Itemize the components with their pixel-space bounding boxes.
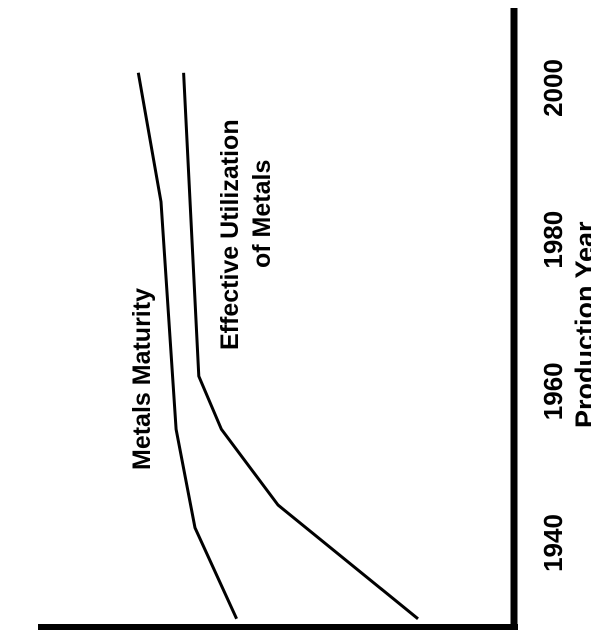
x-axis-title: Production Year bbox=[570, 221, 591, 428]
series-label-effective-utilization-line2: of Metals bbox=[248, 160, 276, 268]
x-tick-label-1940: 1940 bbox=[538, 514, 568, 572]
series-label-effective-utilization-line1: Effective Utilization bbox=[216, 119, 244, 350]
series-label-metals-maturity: Metals Maturity bbox=[128, 288, 156, 470]
series-line-metals-maturity bbox=[136, 72, 238, 620]
x-tick-label-2000: 2000 bbox=[538, 59, 568, 117]
x-tick-labels: 1940 1960 1980 2000 bbox=[538, 59, 568, 572]
x-tick-label-1980: 1980 bbox=[538, 211, 568, 269]
x-tick-label-1960: 1960 bbox=[538, 362, 568, 420]
series-line-effective-utilization bbox=[182, 72, 419, 620]
